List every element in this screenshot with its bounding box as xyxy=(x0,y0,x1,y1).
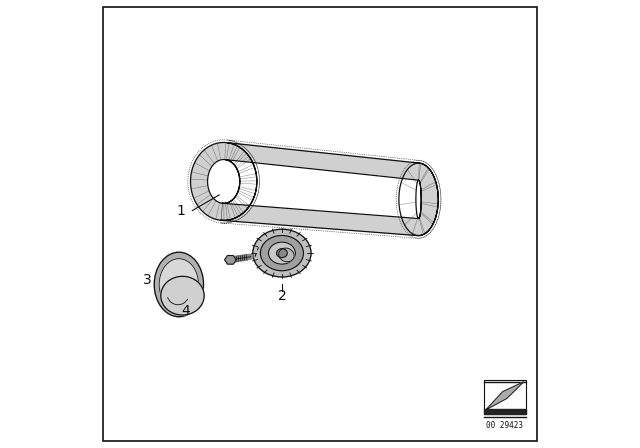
Text: 1: 1 xyxy=(177,203,186,218)
Text: 00 29423: 00 29423 xyxy=(486,421,524,430)
Text: 4: 4 xyxy=(181,304,190,319)
Bar xyxy=(484,380,526,414)
Ellipse shape xyxy=(269,242,296,264)
Text: 2: 2 xyxy=(278,289,286,303)
Bar xyxy=(484,380,526,414)
Ellipse shape xyxy=(161,276,204,315)
Ellipse shape xyxy=(278,248,294,262)
Ellipse shape xyxy=(253,229,311,277)
Polygon shape xyxy=(484,409,526,414)
Ellipse shape xyxy=(159,258,198,310)
Polygon shape xyxy=(486,382,524,410)
Polygon shape xyxy=(225,255,236,264)
Polygon shape xyxy=(207,159,421,219)
Ellipse shape xyxy=(154,252,204,317)
Ellipse shape xyxy=(260,236,303,271)
Text: 3: 3 xyxy=(143,273,152,287)
Ellipse shape xyxy=(276,249,287,258)
Polygon shape xyxy=(191,142,438,236)
